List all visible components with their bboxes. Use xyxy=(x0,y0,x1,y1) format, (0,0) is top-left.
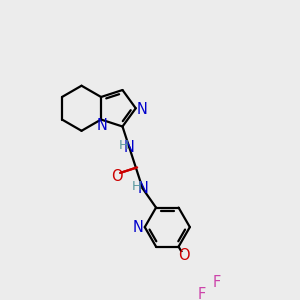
Text: H: H xyxy=(132,180,142,194)
Text: N: N xyxy=(137,102,148,117)
Text: N: N xyxy=(97,118,107,133)
Text: N: N xyxy=(137,181,148,196)
Text: F: F xyxy=(198,287,206,300)
Text: O: O xyxy=(178,248,189,263)
Text: F: F xyxy=(213,275,221,290)
Text: N: N xyxy=(133,220,143,235)
Text: N: N xyxy=(124,140,135,154)
Text: O: O xyxy=(111,169,122,184)
Text: H: H xyxy=(119,139,129,152)
